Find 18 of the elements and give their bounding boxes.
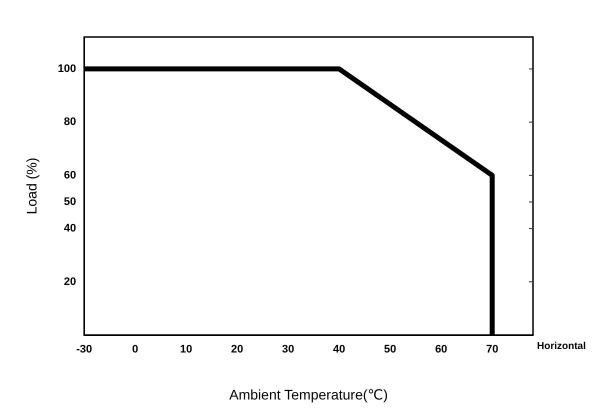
- text: Horizontal: [537, 340, 586, 352]
- x-tick-label: 20: [231, 344, 244, 356]
- y-tick-label: 100: [58, 62, 76, 75]
- y-tick-label: 60: [64, 169, 76, 182]
- y-tick-label: 20: [64, 276, 76, 288]
- y-tick-label: 50: [64, 196, 76, 208]
- x-tick-label: 30: [282, 344, 294, 356]
- x-tick-label: -30: [76, 344, 92, 356]
- x-tick-label: 0: [132, 344, 138, 356]
- x-tick-label: 10: [180, 344, 192, 356]
- x-tick-label: 60: [435, 344, 448, 356]
- x-tick-label: 50: [384, 344, 396, 356]
- x-axis-title: Ambient Temperature(℃): [229, 386, 388, 402]
- x-tick-label: 70: [486, 344, 498, 356]
- y-tick-label: 80: [64, 116, 76, 128]
- x-tick-label: 40: [333, 344, 346, 356]
- y-tick-label: 40: [64, 222, 76, 235]
- y-axis-title: Load (%): [23, 158, 40, 214]
